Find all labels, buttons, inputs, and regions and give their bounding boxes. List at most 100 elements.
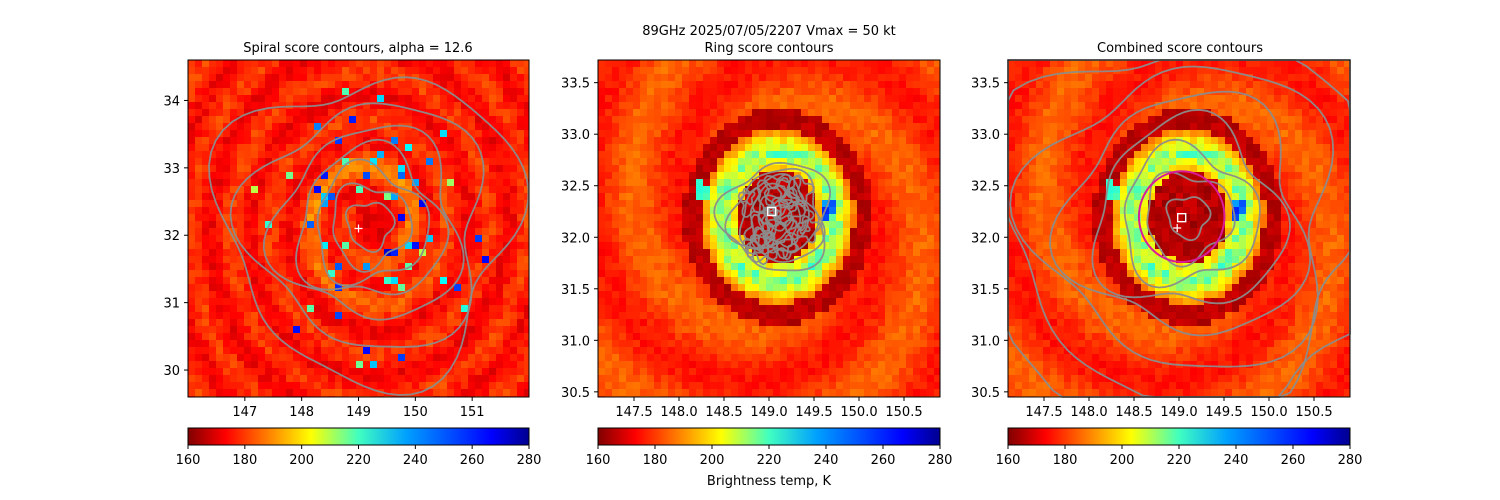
heatmap-cell <box>626 361 633 368</box>
heatmap-cell <box>216 179 223 186</box>
heatmap-cell <box>794 116 801 123</box>
heatmap-cell <box>759 340 766 347</box>
heatmap-cell <box>412 116 419 123</box>
heatmap-cell <box>619 270 626 277</box>
heatmap-cell <box>300 333 307 340</box>
heatmap-cell <box>202 172 209 179</box>
heatmap-cell <box>647 200 654 207</box>
heatmap-cell <box>524 102 529 109</box>
heatmap-cell <box>843 347 850 354</box>
heatmap-cell <box>468 144 475 151</box>
heatmap-cell <box>454 361 461 368</box>
heatmap-cell <box>503 389 510 396</box>
heatmap-cell <box>654 74 661 81</box>
heatmap-cell <box>682 158 689 165</box>
heatmap-cell <box>626 354 633 361</box>
heatmap-cell <box>188 81 195 88</box>
heatmap-cell <box>237 200 244 207</box>
heatmap-cell <box>682 382 689 389</box>
heatmap-cell <box>1008 200 1015 207</box>
heatmap-cell <box>419 81 426 88</box>
heatmap-cell <box>710 277 717 284</box>
heatmap-cell <box>195 151 202 158</box>
heatmap-cell <box>272 179 279 186</box>
heatmap-cell <box>321 228 328 235</box>
heatmap-cell <box>356 186 363 193</box>
heatmap-cell <box>188 270 195 277</box>
heatmap-cell <box>927 263 934 270</box>
heatmap-cell <box>864 130 871 137</box>
heatmap-cell <box>349 81 356 88</box>
heatmap-cell <box>661 242 668 249</box>
heatmap-cell <box>335 200 342 207</box>
heatmap-cell <box>1008 109 1015 116</box>
heatmap-cell <box>822 256 829 263</box>
heatmap-cell <box>598 291 605 298</box>
heatmap-cell <box>398 298 405 305</box>
heatmap-cell <box>258 249 265 256</box>
heatmap-cell <box>377 270 384 277</box>
heatmap-cell <box>738 137 745 144</box>
heatmap-cell <box>913 102 920 109</box>
heatmap-cell <box>633 200 640 207</box>
heatmap-cell <box>808 375 815 382</box>
heatmap-cell <box>265 263 272 270</box>
heatmap-cell <box>426 249 433 256</box>
heatmap-cell <box>619 186 626 193</box>
heatmap-cell <box>801 81 808 88</box>
heatmap-cell <box>794 305 801 312</box>
heatmap-cell <box>668 116 675 123</box>
heatmap-cell <box>300 263 307 270</box>
heatmap-cell <box>188 312 195 319</box>
heatmap-cell <box>524 235 529 242</box>
heatmap-cell <box>920 291 927 298</box>
heatmap-cell <box>836 340 843 347</box>
heatmap-cell <box>188 361 195 368</box>
heatmap-cell <box>619 200 626 207</box>
heatmap-cell <box>426 242 433 249</box>
heatmap-cell <box>265 333 272 340</box>
heatmap-cell <box>850 81 857 88</box>
heatmap-cell <box>454 235 461 242</box>
heatmap-cell <box>475 284 482 291</box>
heatmap-cell <box>794 102 801 109</box>
heatmap-cell <box>405 249 412 256</box>
heatmap-cell <box>384 137 391 144</box>
heatmap-cell <box>913 249 920 256</box>
heatmap-cell <box>293 109 300 116</box>
heatmap-cell <box>899 200 906 207</box>
heatmap-cell <box>647 81 654 88</box>
heatmap-cell <box>230 158 237 165</box>
heatmap-cell <box>426 389 433 396</box>
heatmap-cell <box>321 361 328 368</box>
heatmap-cell <box>524 214 529 221</box>
heatmap-cell <box>829 389 836 396</box>
heatmap-cell <box>321 137 328 144</box>
heatmap-cell <box>293 60 300 67</box>
heatmap-cell <box>815 263 822 270</box>
heatmap-cell <box>216 382 223 389</box>
heatmap-cell <box>237 354 244 361</box>
heatmap-cell <box>489 375 496 382</box>
heatmap-cell <box>682 326 689 333</box>
heatmap-cell <box>934 319 940 326</box>
heatmap-cell <box>668 298 675 305</box>
heatmap-cell <box>454 270 461 277</box>
heatmap-cell <box>482 60 489 67</box>
heatmap-cell <box>328 144 335 151</box>
heatmap-cell <box>752 88 759 95</box>
heatmap-cell <box>829 81 836 88</box>
heatmap-cell <box>731 333 738 340</box>
heatmap-cell <box>619 123 626 130</box>
heatmap-cell <box>202 228 209 235</box>
heatmap-cell <box>195 326 202 333</box>
heatmap-cell <box>654 235 661 242</box>
heatmap-cell <box>412 256 419 263</box>
heatmap-cell <box>892 298 899 305</box>
heatmap-cell <box>892 305 899 312</box>
heatmap-cell <box>731 179 738 186</box>
heatmap-cell <box>871 326 878 333</box>
heatmap-cell <box>279 214 286 221</box>
heatmap-cell <box>454 200 461 207</box>
heatmap-cell <box>633 151 640 158</box>
